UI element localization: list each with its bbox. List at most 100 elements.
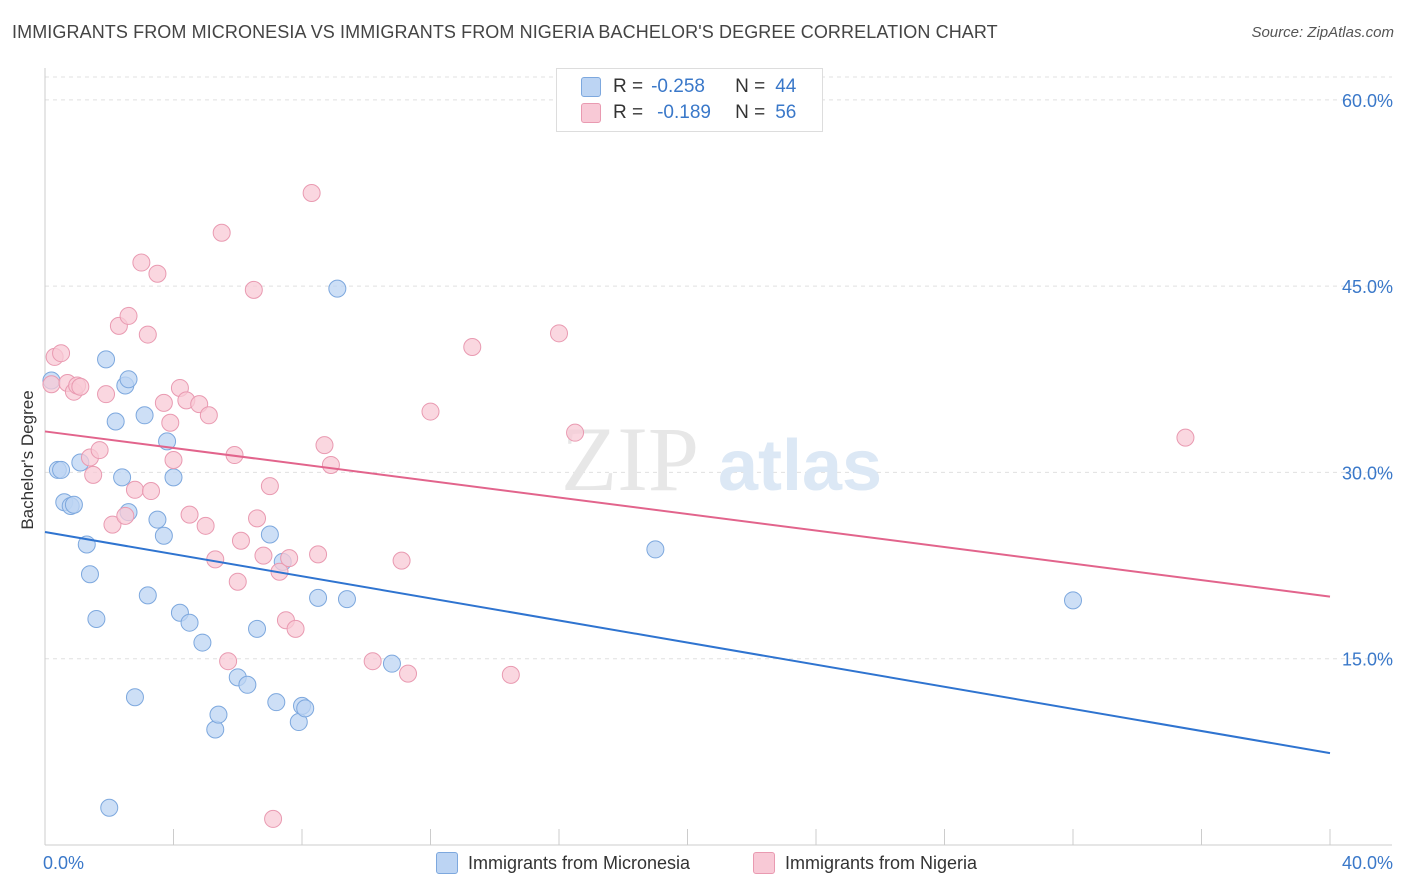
- point-nigeria: [231, 531, 250, 550]
- point-micronesia: [193, 633, 212, 652]
- r-value: -0.258: [651, 76, 705, 97]
- legend-label: Immigrants from Micronesia: [468, 852, 691, 873]
- point-nigeria: [161, 413, 180, 432]
- source-label: Source: ZipAtlas.com: [1251, 24, 1394, 41]
- point-micronesia: [113, 468, 132, 487]
- point-nigeria: [254, 546, 273, 565]
- nigeria-swatch: [581, 103, 601, 123]
- point-micronesia: [328, 279, 347, 298]
- point-nigeria: [264, 809, 283, 828]
- point-micronesia: [164, 468, 183, 487]
- trend-layer: [44, 430, 1331, 755]
- point-nigeria: [52, 344, 71, 363]
- y-tick-label: 30.0%: [1342, 463, 1393, 483]
- legend-item-nigeria[interactable]: Immigrants from Nigeria: [753, 852, 977, 874]
- point-nigeria: [1176, 428, 1195, 447]
- trendline-nigeria: [44, 430, 1331, 598]
- point-micronesia: [337, 590, 356, 609]
- point-micronesia: [154, 526, 173, 545]
- y-tick-label: 45.0%: [1342, 277, 1393, 297]
- point-micronesia: [1064, 591, 1082, 610]
- point-nigeria: [399, 664, 418, 683]
- point-micronesia: [260, 525, 279, 544]
- point-micronesia: [180, 613, 199, 632]
- x-tick-label: 40.0%: [1342, 853, 1393, 873]
- point-nigeria: [392, 551, 411, 570]
- point-nigeria: [148, 264, 167, 283]
- point-micronesia: [296, 699, 315, 718]
- point-micronesia: [206, 720, 225, 739]
- legend-label: Immigrants from Nigeria: [785, 852, 978, 873]
- point-nigeria: [244, 280, 263, 299]
- y-tick-label: 15.0%: [1342, 650, 1393, 670]
- point-nigeria: [421, 402, 440, 421]
- stats-row-micronesia: R = -0.258 N = 44: [581, 74, 796, 100]
- point-nigeria: [90, 441, 109, 460]
- point-micronesia: [80, 565, 99, 584]
- point-nigeria: [309, 545, 328, 564]
- point-nigeria: [228, 572, 247, 591]
- point-nigeria: [97, 385, 116, 404]
- chart-title: IMMIGRANTS FROM MICRONESIA VS IMMIGRANTS…: [12, 22, 998, 42]
- point-micronesia: [309, 588, 328, 607]
- y-axis-label: Bachelor's Degree: [18, 390, 37, 530]
- n-label: N =: [735, 102, 766, 123]
- point-nigeria: [199, 406, 218, 425]
- point-micronesia: [138, 586, 157, 605]
- point-nigeria: [119, 306, 138, 325]
- point-nigeria: [71, 377, 90, 396]
- point-nigeria: [280, 549, 299, 568]
- point-micronesia: [87, 609, 106, 628]
- point-micronesia: [238, 675, 257, 694]
- point-micronesia: [135, 406, 154, 425]
- point-micronesia: [64, 495, 83, 514]
- n-label: N =: [735, 76, 766, 97]
- axes-layer: [44, 68, 1392, 846]
- point-nigeria: [84, 465, 103, 484]
- point-nigeria: [566, 423, 585, 442]
- point-nigeria: [116, 506, 135, 525]
- point-micronesia: [209, 705, 228, 724]
- point-micronesia: [106, 412, 125, 431]
- watermark-zip: ZIP: [561, 408, 699, 510]
- point-micronesia: [119, 370, 138, 389]
- stats-row-nigeria: R = -0.189 N = 56: [581, 100, 796, 126]
- point-micronesia: [148, 510, 167, 529]
- point-nigeria: [196, 516, 215, 535]
- watermark-atlas: atlas: [718, 426, 882, 506]
- x-tick-label: 0.0%: [43, 853, 84, 873]
- trendline-micronesia: [44, 531, 1331, 755]
- point-nigeria: [550, 324, 568, 343]
- r-label: R =: [613, 102, 644, 123]
- point-nigeria: [286, 619, 305, 638]
- bottom-legend: Immigrants from Micronesia Immigrants fr…: [0, 852, 1406, 876]
- point-micronesia: [646, 540, 665, 559]
- point-micronesia: [382, 654, 401, 673]
- watermark: ZIP atlas: [561, 408, 882, 510]
- stats-legend: R = -0.258 N = 44 R = -0.189 N = 56: [556, 68, 823, 132]
- point-nigeria: [260, 477, 279, 496]
- grid-layer: [45, 76, 1392, 660]
- r-value: -0.189: [657, 102, 711, 123]
- legend-item-micronesia[interactable]: Immigrants from Micronesia: [436, 852, 690, 874]
- point-nigeria: [212, 223, 231, 242]
- point-nigeria: [125, 480, 144, 499]
- point-nigeria: [164, 451, 183, 469]
- points-layer: [42, 183, 1195, 828]
- point-nigeria: [248, 509, 267, 528]
- legend-swatch-nigeria: [753, 852, 775, 874]
- point-nigeria: [138, 325, 157, 344]
- point-nigeria: [363, 652, 382, 671]
- point-nigeria: [321, 455, 340, 474]
- point-nigeria: [501, 665, 520, 684]
- r-label: R =: [613, 76, 644, 97]
- micronesia-swatch: [581, 77, 601, 97]
- y-tick-label: 60.0%: [1342, 91, 1393, 111]
- point-nigeria: [302, 183, 321, 202]
- n-value: 44: [775, 76, 797, 97]
- point-nigeria: [42, 375, 61, 394]
- point-nigeria: [103, 515, 122, 534]
- point-nigeria: [180, 505, 199, 524]
- point-micronesia: [125, 688, 144, 707]
